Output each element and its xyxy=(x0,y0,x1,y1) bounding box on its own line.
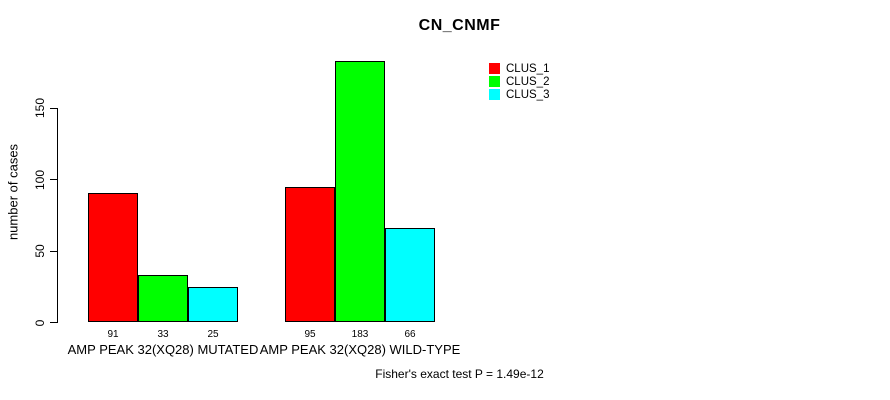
bar-value-label: 183 xyxy=(351,329,369,340)
bar-value-label: 95 xyxy=(304,329,316,340)
legend-label: CLUS_2 xyxy=(506,75,550,88)
y-axis-line xyxy=(56,108,59,324)
footnote: Fisher's exact test P = 1.49e-12 xyxy=(375,367,544,381)
bar-clus_1-group2 xyxy=(285,186,335,323)
y-tick-label: 150 xyxy=(33,98,47,119)
legend-swatch-clus_3 xyxy=(489,89,500,101)
legend-row: CLUS_2 xyxy=(489,75,549,88)
legend: CLUS_1 CLUS_2 CLUS_3 xyxy=(489,62,549,102)
bar-value-label: 91 xyxy=(107,329,119,340)
y-tick-label: 50 xyxy=(33,244,47,258)
y-tick-label: 100 xyxy=(33,169,47,190)
y-tick-mark xyxy=(49,321,58,324)
x-category-label: AMP PEAK 32(XQ28) WILD-TYPE xyxy=(259,342,461,357)
x-category-label: AMP PEAK 32(XQ28) MUTATED xyxy=(67,342,259,357)
legend-swatch-clus_2 xyxy=(489,76,500,88)
bar-clus_2-group2 xyxy=(335,61,385,323)
bar-clus_3-group2 xyxy=(385,228,435,323)
legend-row: CLUS_3 xyxy=(489,88,549,101)
legend-label: CLUS_3 xyxy=(506,88,550,101)
legend-swatch-clus_1 xyxy=(489,63,500,75)
y-tick-mark xyxy=(49,107,58,110)
y-axis-label: number of cases xyxy=(5,143,21,241)
y-tick-label: 0 xyxy=(33,319,47,326)
chart-title: CN_CNMF xyxy=(418,17,501,34)
legend-label: CLUS_1 xyxy=(506,62,550,75)
bar-clus_2-group1 xyxy=(138,275,188,323)
y-tick-mark xyxy=(49,250,58,252)
y-tick-mark xyxy=(49,179,58,181)
bar-value-label: 66 xyxy=(404,329,416,340)
bar-clus_3-group1 xyxy=(188,286,238,323)
bar-clus_1-group1 xyxy=(88,192,138,323)
bar-value-label: 33 xyxy=(157,329,169,340)
legend-row: CLUS_1 xyxy=(489,62,549,75)
bar-value-label: 25 xyxy=(207,329,219,340)
